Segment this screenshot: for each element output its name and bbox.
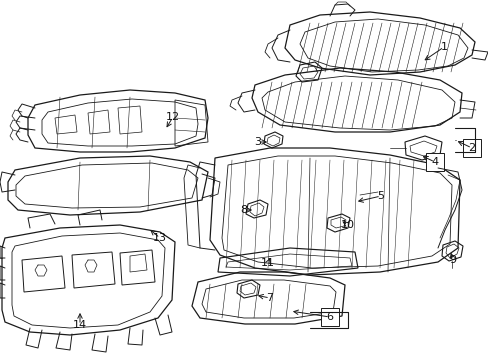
Bar [425,153,443,171]
Text: 13: 13 [153,233,167,243]
Text: 2: 2 [468,143,475,153]
Text: 5: 5 [377,191,384,201]
Text: 7: 7 [266,293,273,303]
Bar [320,308,338,326]
Text: 6: 6 [326,312,333,322]
Text: 10: 10 [340,220,354,230]
Text: 11: 11 [261,258,274,268]
Text: 12: 12 [165,112,180,122]
Text: 4: 4 [430,157,438,167]
Text: 9: 9 [448,255,456,265]
Text: 8: 8 [240,205,247,215]
Text: 3: 3 [254,137,261,147]
Text: 1: 1 [440,42,447,52]
Text: 14: 14 [73,320,87,330]
Bar [462,139,480,157]
